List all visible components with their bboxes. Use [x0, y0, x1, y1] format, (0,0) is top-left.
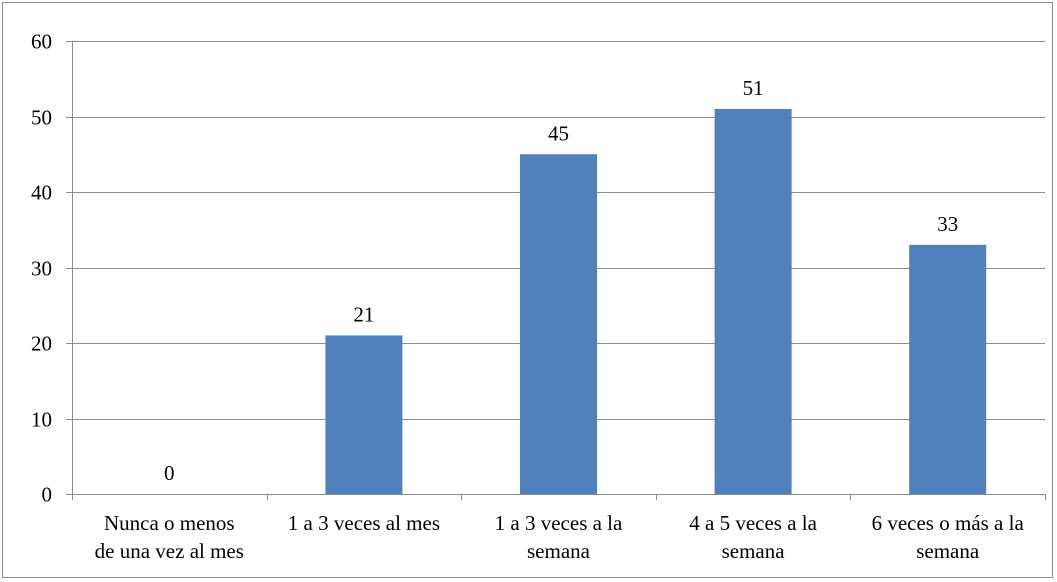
category-label-line: Nunca o menos — [104, 511, 235, 535]
bar — [714, 108, 792, 494]
x-axis-category-labels: Nunca o menos de una vez al mes 1 a 3 vece… — [95, 511, 1025, 563]
category-label-line: 6 veces o más a la — [872, 511, 1025, 535]
data-label: 51 — [743, 76, 764, 100]
category-label-line: 4 a 5 veces a la — [689, 511, 817, 535]
data-labels: 0 21 45 51 33 — [164, 76, 958, 485]
y-tick-label: 0 — [42, 483, 53, 507]
data-label: 45 — [548, 121, 569, 145]
bars — [325, 108, 987, 494]
category-label-line: semana — [527, 539, 591, 563]
axes — [66, 41, 1046, 500]
category-label-line: 1 a 3 veces al mes — [288, 511, 440, 535]
category-label: 1 a 3 veces al mes — [288, 511, 440, 535]
y-tick-label: 10 — [31, 408, 52, 432]
category-label-line: 1 a 3 veces a la — [495, 511, 623, 535]
category-label: 6 veces o más a la semana — [872, 511, 1025, 563]
bar — [325, 335, 403, 494]
y-axis-tick-labels: 0 10 20 30 40 50 60 — [31, 30, 52, 507]
data-label: 33 — [937, 212, 958, 236]
y-tick-label: 40 — [31, 181, 52, 205]
category-label: Nunca o menos de una vez al mes — [95, 511, 244, 563]
y-tick-label: 60 — [31, 30, 52, 54]
category-label-line: semana — [722, 539, 786, 563]
bar — [520, 154, 597, 494]
data-label: 21 — [353, 302, 374, 326]
category-label-line: de una vez al mes — [95, 539, 244, 563]
y-tick-label: 50 — [31, 106, 52, 130]
bar — [909, 244, 987, 494]
data-label: 0 — [164, 461, 175, 485]
category-label: 4 a 5 veces a la semana — [689, 511, 817, 563]
gridlines — [72, 41, 1045, 420]
y-tick-label: 20 — [31, 332, 52, 356]
category-label: 1 a 3 veces a la semana — [495, 511, 623, 563]
category-label-line: semana — [916, 539, 980, 563]
y-tick-label: 30 — [31, 257, 52, 281]
